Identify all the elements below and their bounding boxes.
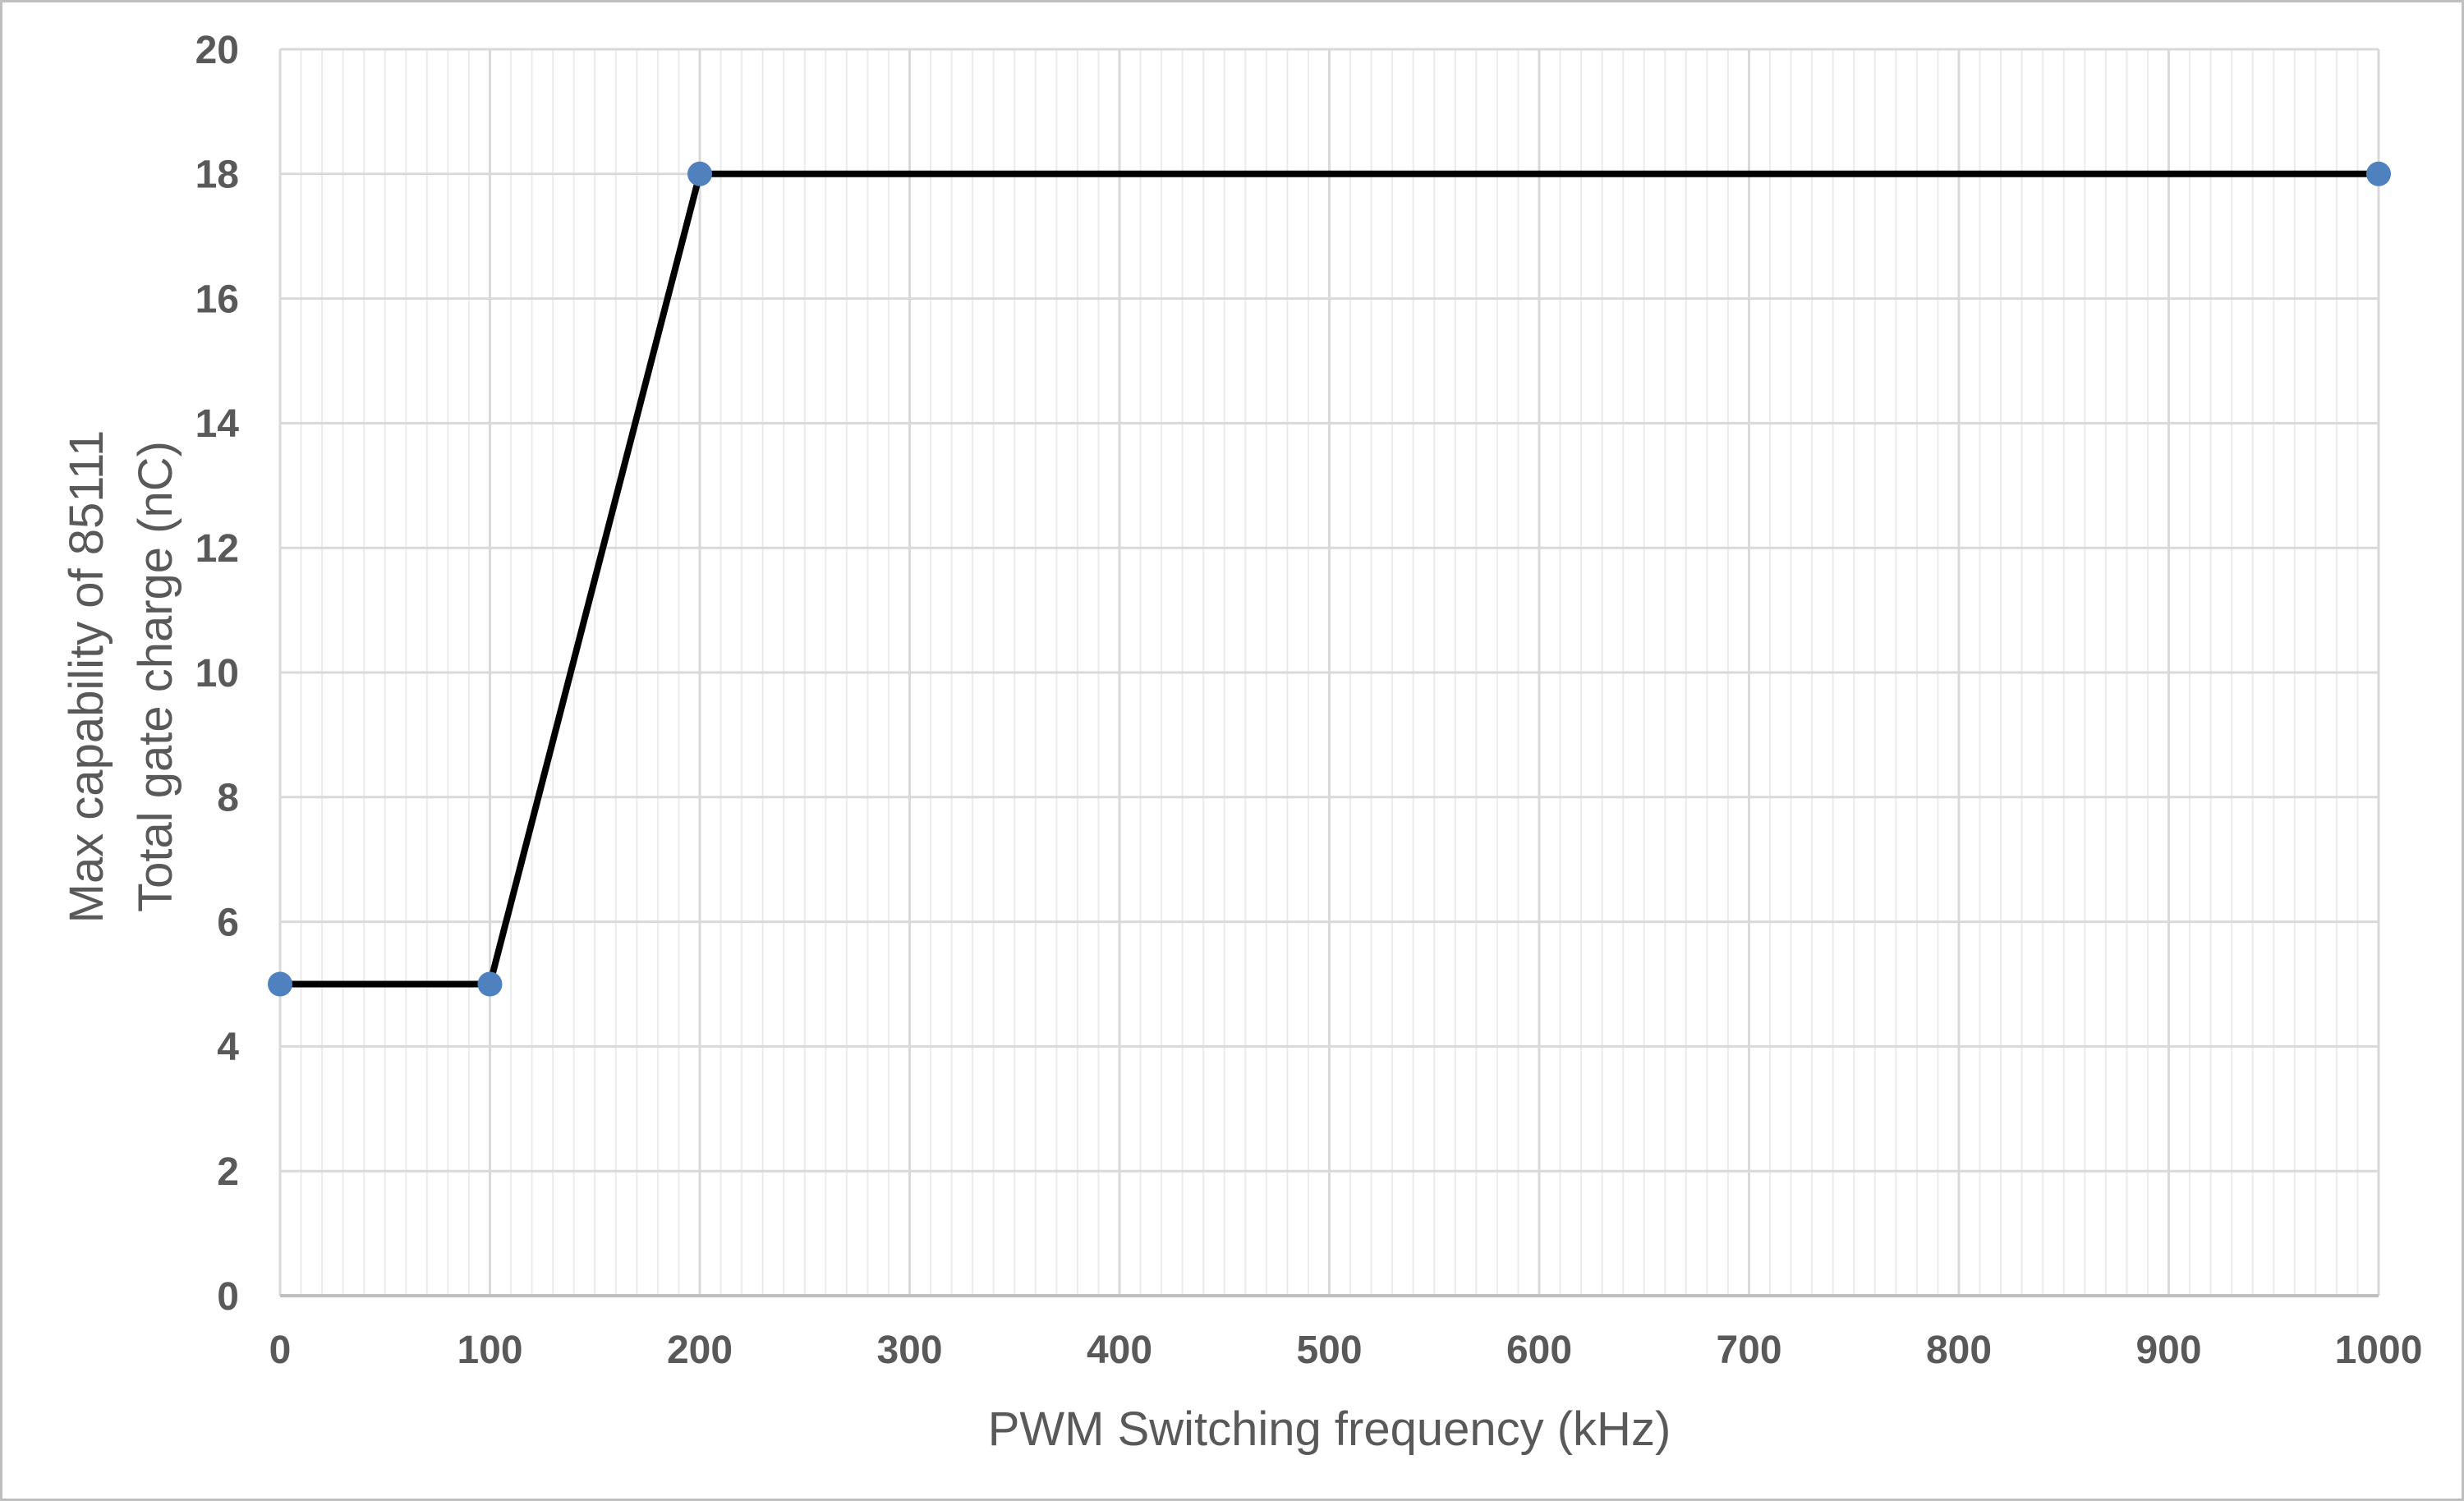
x-axis-title: PWM Switching frequency (kHz) bbox=[988, 1402, 1671, 1456]
x-axis-tick-labels: 0 100 200 300 400 500 600 700 800 900 1000 bbox=[269, 1329, 2423, 1372]
y-tick-label: 18 bbox=[195, 154, 239, 197]
y-tick-label: 0 bbox=[217, 1275, 239, 1319]
y-tick-label: 2 bbox=[217, 1150, 239, 1194]
y-tick-label: 6 bbox=[217, 901, 239, 944]
x-tick-label: 800 bbox=[1926, 1329, 1992, 1372]
y-tick-label: 16 bbox=[195, 278, 239, 321]
data-point-marker bbox=[2366, 161, 2391, 186]
y-axis-tick-labels: 0 2 4 6 8 10 12 14 16 18 20 bbox=[195, 29, 240, 1319]
x-tick-label: 600 bbox=[1506, 1329, 1572, 1372]
x-tick-label: 0 bbox=[269, 1329, 292, 1372]
y-tick-label: 20 bbox=[195, 29, 239, 72]
data-point-markers bbox=[268, 161, 2391, 997]
data-point-marker bbox=[268, 971, 292, 997]
x-tick-label: 900 bbox=[2135, 1329, 2201, 1372]
y-tick-label: 12 bbox=[195, 527, 239, 571]
y-tick-label: 10 bbox=[195, 652, 239, 695]
y-axis-title-line-2: Total gate charge (nC) bbox=[129, 441, 182, 912]
series-line bbox=[280, 170, 2379, 988]
y-tick-label: 8 bbox=[217, 777, 239, 820]
y-axis-title-line-1: Max capability of 85111 bbox=[60, 430, 113, 924]
x-tick-label: 400 bbox=[1087, 1329, 1152, 1372]
x-tick-label: 1000 bbox=[2335, 1329, 2423, 1372]
data-point-marker bbox=[687, 161, 712, 186]
y-tick-label: 14 bbox=[195, 402, 240, 446]
x-tick-label: 500 bbox=[1296, 1329, 1362, 1372]
x-tick-label: 100 bbox=[457, 1329, 522, 1372]
data-point-marker bbox=[477, 971, 503, 997]
x-tick-label: 200 bbox=[667, 1329, 733, 1372]
x-tick-label: 700 bbox=[1716, 1329, 1781, 1372]
x-tick-label: 300 bbox=[876, 1329, 942, 1372]
y-tick-label: 4 bbox=[217, 1026, 239, 1069]
